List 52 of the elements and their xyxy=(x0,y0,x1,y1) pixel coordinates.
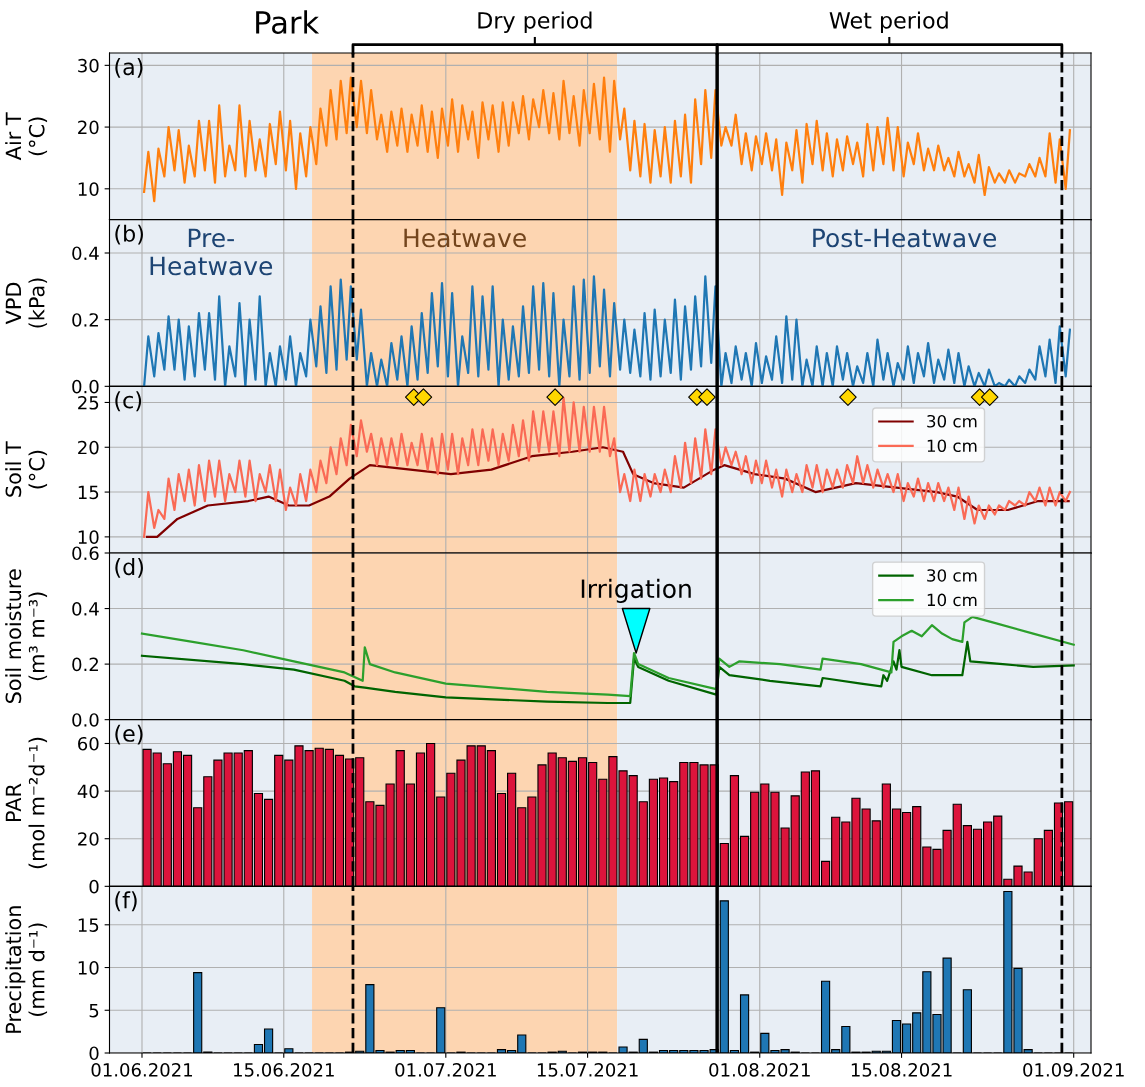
band-label: Pre- Heatwave xyxy=(150,228,273,276)
y-tick-label: 0.2 xyxy=(72,657,98,672)
legend-label: 30 cm xyxy=(927,414,977,428)
x-tick-label: 01.09.2021 xyxy=(1023,1063,1124,1077)
y-tick-label: 0.0 xyxy=(72,379,99,394)
y-tick-label: 5 xyxy=(89,1003,99,1018)
x-tick-label: 15.08.2021 xyxy=(851,1063,952,1077)
annotation: Wet period xyxy=(829,11,948,33)
y-tick-label: 10 xyxy=(78,530,99,544)
x-tick-label: 15.06.2021 xyxy=(234,1063,334,1077)
y-tick-label: 25 xyxy=(78,395,99,410)
annotation: Dry period xyxy=(478,11,592,33)
legend-label: 10 cm xyxy=(927,593,977,607)
y-tick-label: 20 xyxy=(78,120,99,135)
x-tick-label: 01.08.2021 xyxy=(709,1063,810,1077)
y-axis-title: Soil T (°C) xyxy=(5,441,48,497)
y-axis-title: PAR (mol m⁻²d⁻¹) xyxy=(5,737,48,869)
annotation: (d) xyxy=(115,558,143,578)
annotation: Irrigation xyxy=(581,578,691,603)
x-tick-label: 01.07.2021 xyxy=(395,1063,496,1077)
y-tick-label: 0 xyxy=(89,879,99,894)
y-tick-label: 15 xyxy=(78,485,99,500)
annotation: (c) xyxy=(115,391,142,412)
y-tick-label: 10 xyxy=(78,960,99,975)
y-tick-label: 0.0 xyxy=(72,713,99,727)
y-tick-label: 15 xyxy=(78,918,99,932)
y-tick-label: 30 xyxy=(78,58,99,73)
y-tick-label: 10 xyxy=(78,182,99,196)
annotation: (f) xyxy=(115,891,137,912)
annotation: (b) xyxy=(115,224,143,245)
chart-title: Park xyxy=(256,10,320,34)
y-axis-title: Air T (°C) xyxy=(5,112,48,161)
annotation: (e) xyxy=(115,724,143,745)
y-axis-title: VPD (kPa) xyxy=(5,278,48,328)
y-tick-label: 0.4 xyxy=(72,246,99,261)
y-tick-label: 40 xyxy=(77,784,99,799)
y-axis-title: Precipitation (mm d⁻¹) xyxy=(5,906,48,1033)
y-axis-title: Soil moisture (m³ m⁻³) xyxy=(5,569,48,704)
y-tick-label: 0 xyxy=(89,1046,99,1061)
x-tick-label: 01.06.2021 xyxy=(91,1063,193,1077)
y-tick-label: 0.2 xyxy=(72,313,98,327)
y-tick-label: 0.6 xyxy=(72,546,99,561)
legend-label: 10 cm xyxy=(927,439,977,453)
y-tick-label: 0.4 xyxy=(72,602,99,616)
legend-label: 30 cm xyxy=(927,569,977,582)
band-label: Post-Heatwave xyxy=(813,228,997,248)
y-tick-label: 20 xyxy=(78,832,99,846)
y-tick-label: 20 xyxy=(78,440,99,455)
band-label: Heatwave xyxy=(404,228,526,248)
y-tick-label: 60 xyxy=(78,736,99,751)
x-tick-label: 15.07.2021 xyxy=(537,1063,638,1077)
annotation: (a) xyxy=(115,58,143,78)
